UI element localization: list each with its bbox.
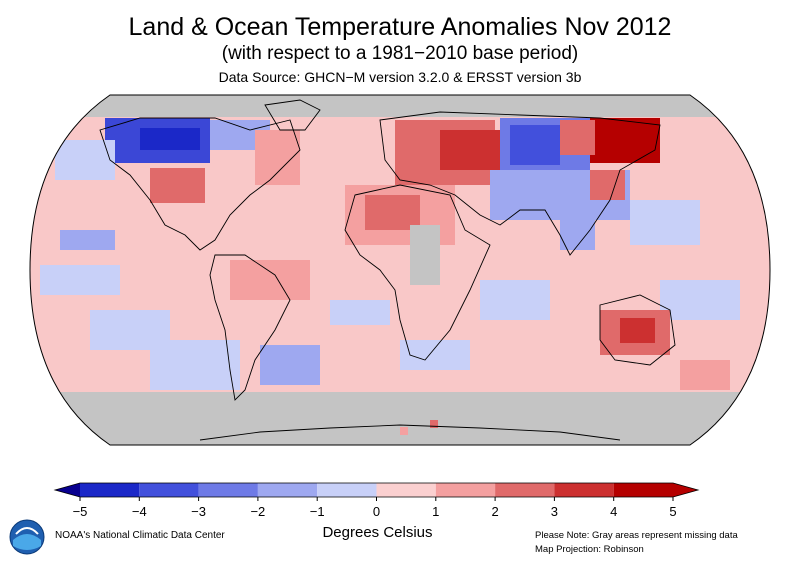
anomaly-patches: [40, 118, 740, 435]
missing-data-north: [30, 95, 770, 117]
south-america-outline: [209, 254, 291, 401]
colorbar-tick-label: 3: [550, 504, 558, 519]
colorbar-tick-label: 1: [432, 504, 440, 519]
greenland-outline: [264, 99, 321, 131]
credit-text: NOAA's National Climatic Data Center: [55, 530, 225, 541]
colorbar-tick-label: 5: [669, 504, 677, 519]
colorbar-segment: [435, 483, 496, 497]
colorbar-tick-label: −3: [191, 504, 206, 519]
colorbar-segment: [198, 483, 258, 497]
colorbar-segment: [257, 483, 318, 497]
missing-data-note: Please Note: Gray areas represent missin…: [535, 530, 738, 541]
colorbar-arrow-high: [673, 483, 698, 497]
warm-patch-usa: [150, 168, 205, 203]
cold-core-canada: [140, 128, 200, 150]
map-title: Land & Ocean Temperature Anomalies Nov 2…: [128, 13, 672, 41]
colorbar-tick-label: −4: [131, 504, 147, 519]
map-subtitle: (with respect to a 1981−2010 base period…: [221, 43, 579, 64]
noaa-logo: [9, 519, 45, 555]
eurasia-outline: [379, 111, 661, 256]
north-america-outline: [99, 117, 301, 251]
colorbar-segment: [139, 483, 199, 497]
colorbar-segment: [495, 483, 555, 497]
projection-note: Map Projection: Robinson: [535, 544, 644, 555]
colorbar-tick-label: −2: [250, 504, 266, 519]
colorbar-segment: [554, 483, 614, 497]
colorbar-segment: [376, 483, 436, 497]
australia-outline: [599, 294, 676, 366]
colorbar-segment: [317, 483, 377, 497]
colorbar-segment: [613, 483, 673, 497]
missing-data-south: [30, 392, 770, 445]
coastlines: [99, 99, 676, 441]
colorbar-units-label: Degrees Celsius: [322, 524, 433, 541]
colorbar-tick-label: −5: [72, 504, 88, 519]
colorbar-tick-label: −1: [309, 504, 325, 519]
missing-data-africa: [410, 225, 440, 285]
colorbar-tick-label: 0: [372, 504, 381, 519]
data-source: Data Source: GHCN−M version 3.2.0 & ERSS…: [218, 69, 582, 85]
colorbar-segment: [80, 483, 140, 497]
warm-patch-east-siberia: [590, 118, 660, 163]
globe-border: [29, 94, 771, 446]
colorbar: [53, 482, 700, 501]
colorbar-tick-label: 2: [491, 504, 499, 519]
colorbar-arrow-low: [55, 483, 80, 497]
africa-outline: [344, 184, 491, 361]
antarctica-outline: [199, 424, 621, 441]
colorbar-tick-label: 4: [610, 504, 618, 519]
